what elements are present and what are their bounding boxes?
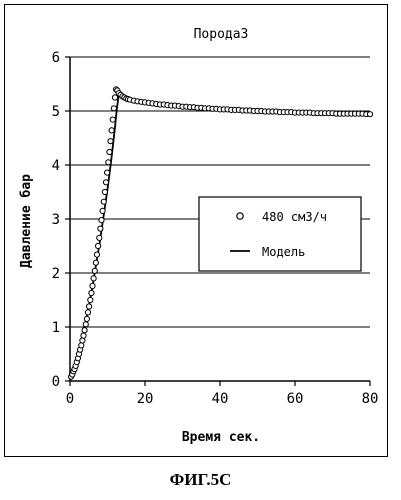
data-point-measured bbox=[85, 310, 90, 315]
data-point-measured bbox=[83, 322, 88, 327]
legend: 480 см3/ч Модель bbox=[199, 197, 361, 271]
data-point-measured bbox=[100, 208, 105, 213]
y-tick-label: 0 bbox=[52, 374, 60, 390]
data-point-measured bbox=[80, 338, 85, 343]
data-point-measured bbox=[87, 304, 92, 309]
data-point-measured bbox=[99, 218, 104, 223]
data-point-measured bbox=[90, 283, 95, 288]
y-tick-label: 1 bbox=[52, 320, 60, 336]
y-tick-label: 5 bbox=[52, 104, 60, 120]
data-point-measured bbox=[84, 316, 89, 321]
data-point-measured bbox=[82, 328, 87, 333]
data-point-measured bbox=[102, 189, 107, 194]
x-tick-label: 0 bbox=[66, 391, 74, 407]
x-tick-label: 40 bbox=[212, 391, 229, 407]
data-point-measured bbox=[97, 235, 102, 240]
data-point-measured bbox=[94, 252, 99, 257]
data-point-measured bbox=[103, 180, 108, 185]
x-tick-label: 60 bbox=[287, 391, 304, 407]
legend-box bbox=[199, 197, 361, 271]
data-point-measured bbox=[89, 290, 94, 295]
x-tick-label: 80 bbox=[362, 391, 379, 407]
figure-caption: ФИГ.5С bbox=[0, 470, 401, 490]
data-point-measured bbox=[88, 297, 93, 302]
data-point-measured bbox=[101, 199, 106, 204]
data-point-measured bbox=[112, 95, 117, 100]
y-axis-label: Давление бар bbox=[19, 174, 34, 268]
y-tick-label: 3 bbox=[52, 212, 60, 228]
x-tick-label: 20 bbox=[137, 391, 154, 407]
chart-title: Порода3 bbox=[194, 27, 249, 42]
data-point-measured bbox=[367, 112, 372, 117]
data-point-measured bbox=[106, 160, 111, 165]
data-point-measured bbox=[96, 243, 101, 248]
y-tick-label: 4 bbox=[52, 158, 60, 174]
data-point-measured bbox=[108, 139, 113, 144]
x-axis-label: Время сек. bbox=[182, 430, 260, 445]
data-point-measured bbox=[110, 117, 115, 122]
data-point-measured bbox=[111, 106, 116, 111]
data-point-measured bbox=[105, 170, 110, 175]
data-point-measured bbox=[107, 149, 112, 154]
legend-marker-circle bbox=[237, 213, 243, 219]
legend-label-model: Модель bbox=[262, 245, 305, 259]
data-point-measured bbox=[109, 128, 114, 133]
data-point-measured bbox=[79, 343, 84, 348]
y-tick-label: 6 bbox=[52, 50, 60, 66]
data-point-measured bbox=[98, 226, 103, 231]
data-point-measured bbox=[93, 260, 98, 265]
data-point-measured bbox=[81, 333, 86, 338]
legend-label-measured: 480 см3/ч bbox=[262, 210, 327, 224]
data-point-measured bbox=[92, 268, 97, 273]
y-tick-label: 2 bbox=[52, 266, 60, 282]
data-point-measured bbox=[91, 276, 96, 281]
